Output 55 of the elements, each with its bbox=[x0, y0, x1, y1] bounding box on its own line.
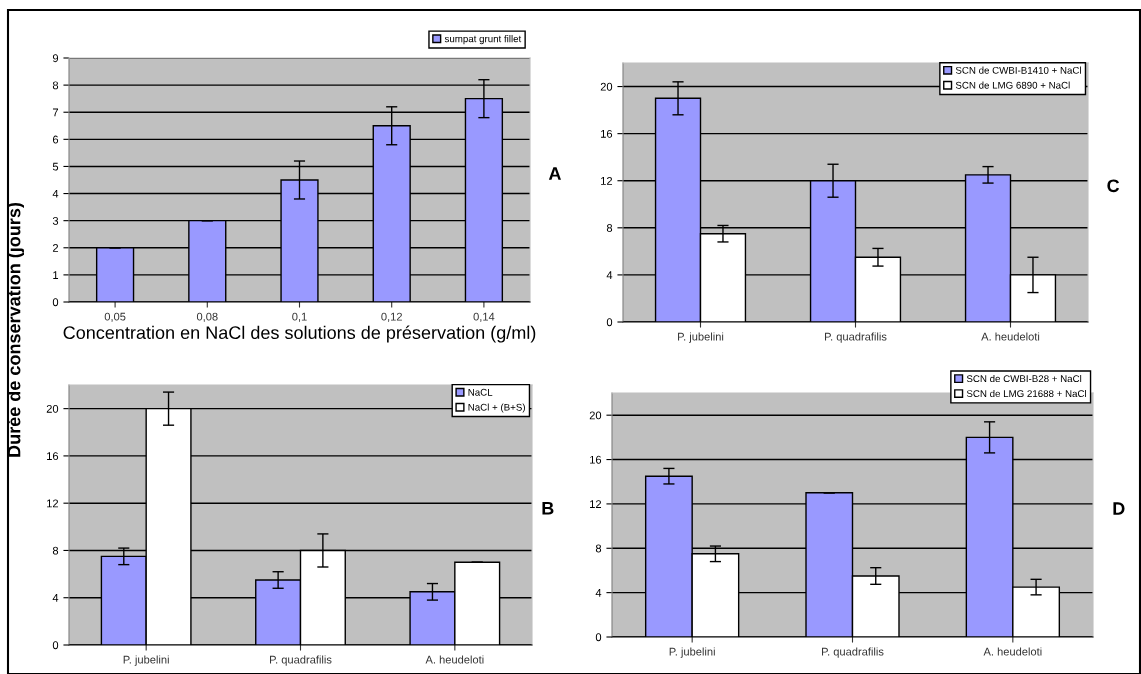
x-tick-label: P. jubelini bbox=[669, 647, 715, 658]
y-tick-label: 6 bbox=[52, 135, 59, 144]
legend-label: NaCL bbox=[468, 388, 493, 396]
x-tick-label: P. quadrafilis bbox=[825, 332, 887, 343]
y-tick-label: 12 bbox=[601, 176, 613, 185]
x-tick-label: P. jubelini bbox=[678, 332, 724, 343]
y-tick-label: 8 bbox=[595, 544, 602, 553]
x-tick-label: A. heudeloti bbox=[425, 655, 484, 664]
legend-label: SCN de CWBI-B1410 + NaCl bbox=[955, 66, 1081, 74]
y-tick-label: 9 bbox=[52, 54, 59, 63]
x-tick-label: P. quadrafilis bbox=[270, 655, 332, 666]
y-tick-label: 8 bbox=[606, 224, 613, 232]
x-tick-label: 0,08 bbox=[196, 312, 218, 322]
text: D bbox=[1113, 502, 1125, 515]
x-tick-label: 0,12 bbox=[381, 312, 402, 322]
legend-label: SCN de LMG 6890 + NaCl bbox=[955, 81, 1070, 89]
y-tick-label: 12 bbox=[47, 499, 59, 508]
y-tick-label: 20 bbox=[589, 411, 602, 420]
text: C bbox=[1107, 179, 1120, 193]
y-tick-label: 20 bbox=[46, 404, 59, 413]
legend-label: NaCl + (B+S) bbox=[468, 403, 525, 413]
x-tick-label: P. jubelini bbox=[123, 655, 169, 666]
x-tick-label: 0,1 bbox=[292, 312, 307, 322]
y-tick-label: 8 bbox=[52, 546, 59, 555]
y-tick-label: 7 bbox=[52, 108, 59, 117]
y-tick-label: 16 bbox=[47, 452, 59, 461]
y-axis-title: Durée de conservation (jours) bbox=[7, 202, 24, 457]
x-tick-label: 0,14 bbox=[473, 312, 495, 322]
x-tick-label: A. heudeloti bbox=[981, 332, 1040, 341]
y-tick-label: 5 bbox=[52, 162, 59, 171]
y-tick-label: 16 bbox=[601, 129, 613, 138]
y-tick-label: 0 bbox=[52, 641, 59, 650]
x-axis-title: Concentration en NaCl des solutions de préservation (g/ml) bbox=[63, 325, 536, 343]
y-tick-label: 20 bbox=[600, 82, 613, 91]
y-tick-label: 1 bbox=[53, 271, 59, 279]
y-tick-label: 3 bbox=[52, 216, 59, 225]
y-tick-label: 4 bbox=[52, 594, 59, 602]
legend-label: SCN de CWBI-B28 + NaCl bbox=[966, 374, 1082, 383]
text: A bbox=[548, 167, 561, 180]
y-tick-label: 12 bbox=[590, 500, 602, 508]
y-tick-label: 8 bbox=[52, 81, 59, 90]
x-tick-label: A. heudeloti bbox=[983, 647, 1042, 656]
y-tick-label: 16 bbox=[590, 455, 602, 464]
x-tick-label: 0,05 bbox=[104, 312, 126, 322]
legend-label: sumpat grunt fillet bbox=[444, 35, 522, 45]
y-tick-label: 0 bbox=[606, 318, 613, 327]
y-tick-label: 4 bbox=[52, 189, 59, 198]
x-tick-label: P. quadrafilis bbox=[822, 647, 884, 658]
legend-label: SCN de LMG 21688 + NaCl bbox=[966, 389, 1087, 398]
text: B bbox=[542, 502, 554, 515]
y-tick-label: 4 bbox=[606, 271, 613, 279]
y-tick-label: 2 bbox=[52, 244, 59, 252]
y-tick-label: 0 bbox=[595, 633, 602, 642]
y-tick-label: 4 bbox=[595, 589, 602, 597]
y-tick-label: 0 bbox=[52, 298, 59, 307]
